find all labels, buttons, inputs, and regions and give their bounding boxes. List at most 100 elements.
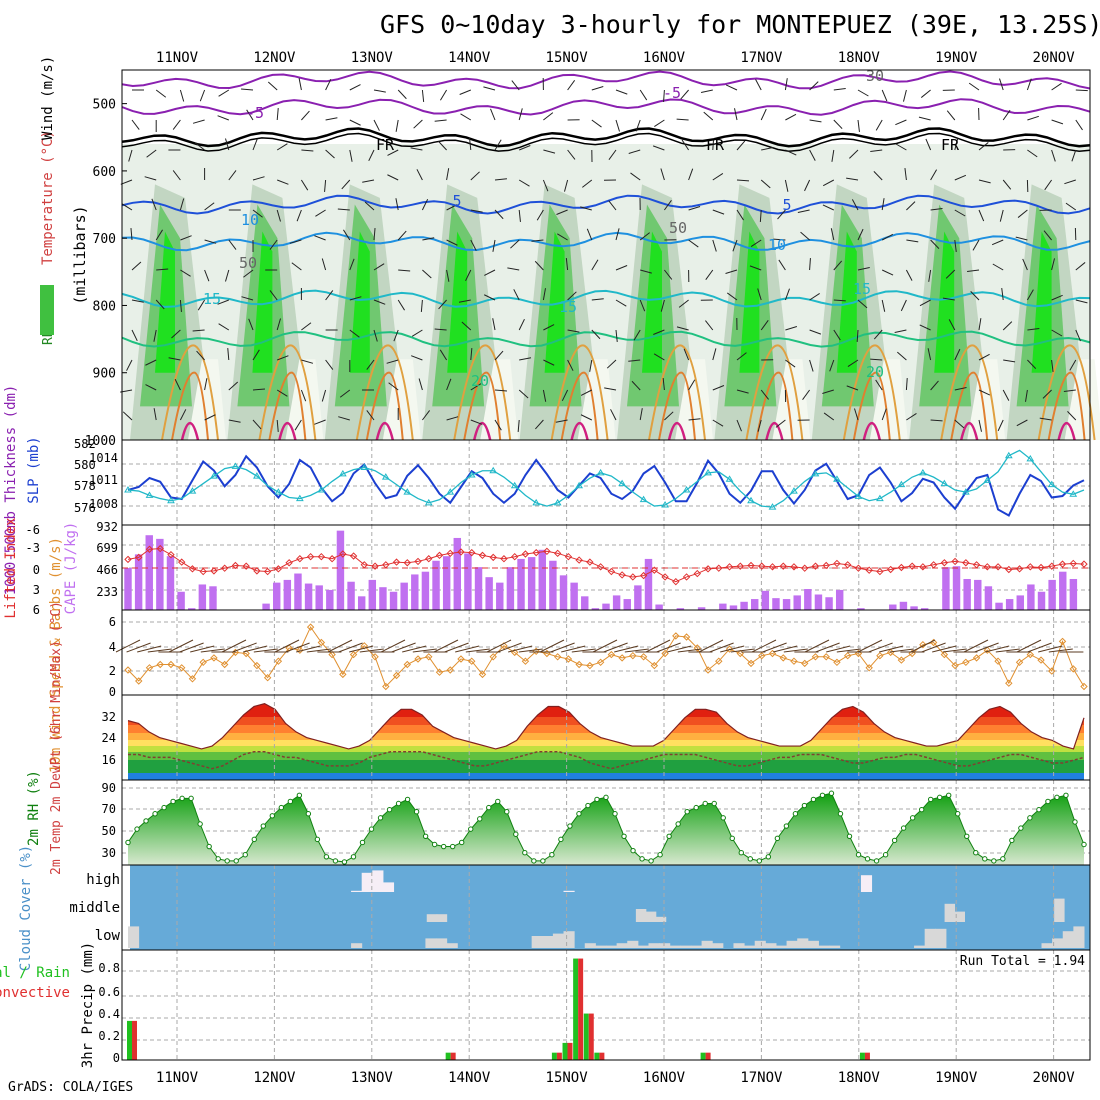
wind-barb — [664, 269, 673, 280]
rh-marker — [504, 809, 510, 815]
wind-barb — [809, 81, 819, 91]
contour-label: FR — [376, 136, 395, 154]
date-tick-label-top: 15NOV — [546, 50, 589, 66]
wind-speed-marker — [156, 660, 164, 669]
wind-barb — [519, 357, 532, 361]
wind-barb — [128, 149, 133, 162]
cape-bar — [644, 558, 653, 610]
lifted-index-marker — [758, 562, 766, 570]
wind-barb — [172, 170, 181, 181]
slp-tick-label: 1014 — [89, 451, 118, 465]
wind-barb — [919, 324, 931, 331]
wind-speed-marker — [983, 646, 992, 654]
lifted-index-marker — [575, 556, 583, 564]
cloud-low-bar — [701, 940, 713, 948]
wind-barb — [325, 78, 332, 91]
thickness-marker — [510, 481, 519, 489]
wind-barb — [301, 149, 314, 152]
cape-bar — [910, 606, 918, 610]
rh-marker — [269, 813, 276, 819]
contour-label: 15 — [559, 298, 577, 316]
wind-barb — [712, 419, 724, 427]
temperature-contour — [121, 127, 1091, 148]
cape-bar — [347, 581, 355, 610]
wind-barb — [122, 411, 133, 421]
rh-marker — [1027, 815, 1033, 821]
lifted-index-marker — [553, 549, 562, 558]
wind-barb — [343, 229, 351, 241]
wind-barb — [829, 359, 835, 372]
wind-barb — [373, 263, 385, 271]
cloud-low-bar — [128, 926, 140, 948]
thickness-tick-label: 580 — [74, 458, 96, 472]
temperature-contour-35 — [959, 421, 979, 441]
cloud-low-bar — [446, 943, 458, 948]
wind-barb — [204, 202, 215, 211]
thickness-marker — [940, 479, 949, 487]
thickness-marker — [747, 496, 755, 504]
wind-speed-marker — [135, 677, 143, 685]
lifted-index-marker — [672, 577, 680, 586]
lifted-index-axis-label: Lifted Index — [3, 517, 19, 618]
rh-marker — [233, 858, 239, 864]
wind-barb — [217, 115, 229, 121]
lifted-index-marker — [768, 563, 777, 571]
wind-barb — [1027, 149, 1038, 158]
wind-barb — [676, 118, 689, 121]
wind-speed-marker — [672, 632, 680, 640]
wind-barb — [446, 416, 459, 421]
wind-speed-marker — [446, 666, 454, 674]
wind-speed-marker — [650, 661, 659, 670]
cape-bar — [272, 582, 281, 610]
wind-barb — [197, 299, 206, 311]
surface-wind-barb — [1048, 648, 1073, 653]
cape-bar — [368, 579, 377, 610]
thickness-frame — [121, 439, 1091, 526]
wind-speed-marker — [1026, 650, 1034, 659]
temperature-contour-30 — [560, 371, 599, 441]
surface-wind-barb — [539, 639, 565, 653]
wind-barb — [925, 138, 932, 151]
rh-marker — [440, 843, 447, 850]
wind-speed-marker — [360, 642, 369, 650]
wind-barb — [712, 209, 725, 215]
wind-barb — [688, 239, 699, 248]
temperature-contour-30 — [852, 371, 891, 441]
cloud-tick-label: low — [95, 928, 121, 944]
wind-barb — [736, 179, 750, 182]
wind-barb — [586, 228, 593, 241]
cape-bar — [315, 585, 323, 610]
wind-barb — [1067, 411, 1077, 421]
cloud-middle-bar — [944, 903, 956, 922]
wind-barb — [608, 200, 617, 211]
thickness-marker — [167, 496, 175, 504]
wind-barb — [324, 179, 327, 192]
wind-barb — [204, 239, 217, 244]
cloud-high-bar — [372, 870, 384, 892]
wind-barb — [416, 169, 423, 181]
wind-barb — [470, 239, 477, 251]
wind-barb — [1001, 288, 1004, 301]
wind-barb — [680, 89, 689, 100]
wind-barb — [881, 269, 894, 276]
precip-total-bar — [445, 1052, 451, 1060]
wind-barb — [126, 359, 133, 371]
lifted-index-marker — [124, 555, 132, 564]
contour-label: 5 — [782, 196, 791, 214]
precip-total-bar — [562, 1042, 568, 1060]
wind-barb — [802, 389, 811, 401]
rh-marker — [973, 850, 979, 856]
temperature-contour-35 — [862, 421, 882, 441]
wind-barb — [688, 418, 701, 421]
wind-barb — [725, 269, 738, 274]
wind-barb — [217, 299, 229, 305]
surface-wind-barb — [826, 645, 851, 653]
rh-marker — [323, 854, 330, 860]
surface-wind-barb — [698, 639, 724, 653]
rh-marker — [152, 811, 158, 817]
wind-barb — [610, 409, 617, 421]
wind-barb — [639, 299, 646, 312]
thickness-marker — [274, 488, 283, 495]
wind-barb — [580, 414, 593, 421]
wind-barb — [700, 89, 713, 93]
